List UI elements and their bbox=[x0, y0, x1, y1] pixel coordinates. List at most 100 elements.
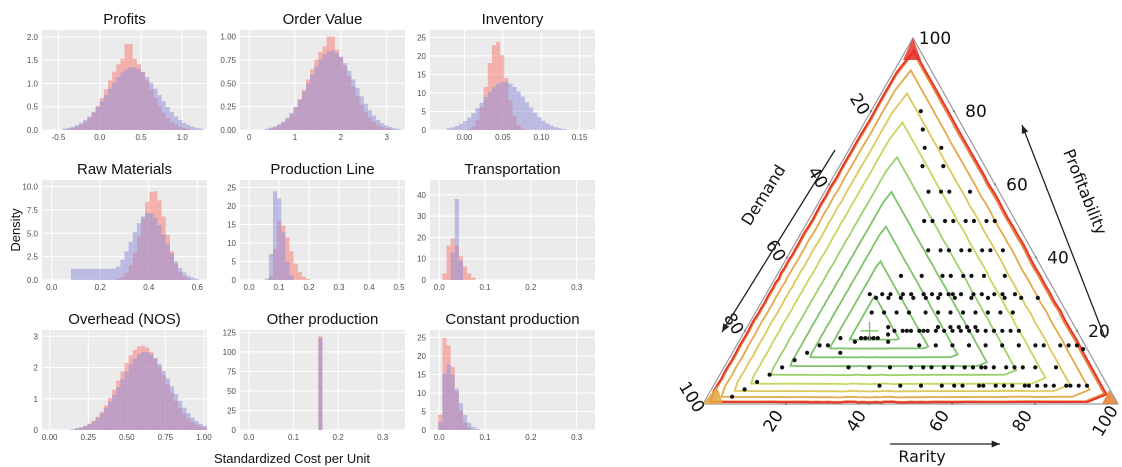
data-point bbox=[792, 358, 797, 363]
y-tick-label: 0.0 bbox=[27, 276, 39, 285]
data-point bbox=[985, 295, 991, 300]
x-tick-label: 0 bbox=[247, 133, 252, 142]
histogram-bar bbox=[529, 107, 534, 130]
histogram-bar bbox=[91, 112, 96, 130]
histogram-bar bbox=[491, 87, 496, 130]
data-point bbox=[817, 343, 822, 348]
data-point bbox=[904, 328, 910, 333]
data-point bbox=[875, 336, 880, 341]
histogram-bar bbox=[367, 110, 372, 130]
histogram-bar bbox=[108, 88, 113, 130]
profitability-tick-label: 100 bbox=[919, 29, 951, 49]
data-point bbox=[939, 145, 944, 150]
histogram-panel: 0.00 0.05 0.10 0.15 0 5 10 15 20 25 Inventory bbox=[417, 11, 595, 142]
histogram-bar bbox=[285, 261, 290, 280]
data-point bbox=[1004, 365, 1009, 370]
histogram-bar bbox=[285, 237, 290, 280]
data-point bbox=[852, 339, 858, 344]
histogram-bar bbox=[178, 401, 183, 430]
histogram-bar bbox=[396, 128, 401, 130]
data-point bbox=[917, 343, 922, 348]
histogram-bar bbox=[293, 263, 298, 280]
histogram-bar bbox=[471, 426, 476, 430]
histogram-bar bbox=[487, 91, 492, 130]
data-point bbox=[970, 365, 976, 370]
histogram-bar bbox=[99, 413, 104, 430]
y-tick-label: 30 bbox=[417, 212, 426, 221]
histogram-bar bbox=[446, 365, 451, 430]
histogram-bar bbox=[169, 386, 174, 430]
data-point bbox=[863, 336, 868, 341]
data-point bbox=[1001, 383, 1007, 388]
y-tick-label: 0.25 bbox=[220, 103, 236, 112]
x-tick-label: 1.00 bbox=[196, 433, 212, 442]
y-tick-label: 0.0 bbox=[27, 126, 39, 135]
histogram-bar bbox=[450, 127, 455, 130]
data-point bbox=[1041, 343, 1046, 348]
data-point bbox=[951, 218, 956, 224]
edge-tick bbox=[952, 110, 956, 113]
histogram-bar bbox=[178, 267, 183, 280]
y-tick-label: 2.0 bbox=[27, 33, 39, 42]
data-point bbox=[983, 343, 988, 348]
demand-arrow bbox=[721, 149, 836, 333]
histogram-bar bbox=[153, 217, 158, 280]
x-tick-label: 0.0 bbox=[434, 433, 446, 442]
data-point bbox=[958, 328, 963, 333]
corner-fill bbox=[1102, 390, 1118, 404]
corner-fill bbox=[703, 386, 723, 404]
x-tick-label: 1.0 bbox=[177, 133, 189, 142]
edge-tick bbox=[743, 329, 747, 332]
data-point bbox=[923, 310, 928, 315]
x-tick-label: 0.5 bbox=[135, 133, 147, 142]
data-point bbox=[930, 218, 935, 224]
data-point bbox=[911, 295, 916, 300]
data-point bbox=[922, 218, 927, 224]
data-point bbox=[922, 145, 927, 150]
data-point bbox=[730, 394, 735, 399]
data-point bbox=[1026, 383, 1031, 388]
data-point bbox=[1058, 343, 1063, 348]
data-point bbox=[926, 189, 931, 194]
y-tick-label: 25 bbox=[417, 33, 426, 42]
y-tick-label: 1.00 bbox=[220, 33, 236, 42]
histogram-bar bbox=[301, 276, 306, 280]
y-tick-label: 0.50 bbox=[220, 79, 236, 88]
data-point bbox=[886, 325, 891, 330]
data-point bbox=[882, 310, 887, 315]
histogram-bar bbox=[496, 83, 501, 130]
data-point bbox=[946, 292, 951, 297]
data-point bbox=[1035, 383, 1040, 388]
data-point bbox=[846, 365, 851, 370]
y-tick-label: 20 bbox=[227, 202, 236, 211]
y-tick-label: 7.5 bbox=[27, 206, 39, 215]
data-point bbox=[919, 273, 924, 278]
data-point bbox=[988, 248, 993, 253]
data-point bbox=[992, 292, 997, 297]
x-tick-label: 0.00 bbox=[457, 133, 473, 142]
data-point bbox=[941, 164, 946, 169]
histogram-bar bbox=[190, 126, 195, 130]
x-tick-label: 0.0 bbox=[434, 283, 446, 292]
histogram-bar bbox=[438, 414, 443, 430]
x-tick-label: 0.2 bbox=[525, 433, 537, 442]
histogram-panel: 0 1 2 3 0.00 0.25 0.50 0.75 1.00 Order Value bbox=[220, 11, 405, 142]
histogram-bar bbox=[186, 413, 191, 430]
histogram-bar bbox=[174, 394, 179, 430]
histogram-bar bbox=[504, 82, 509, 130]
data-point bbox=[767, 372, 772, 377]
data-point bbox=[838, 336, 843, 341]
data-point bbox=[1010, 383, 1015, 388]
histogram-bar bbox=[149, 82, 154, 130]
y-tick-label: 0.75 bbox=[220, 56, 236, 65]
histogram-bar bbox=[190, 277, 195, 280]
histogram-bar bbox=[471, 113, 476, 130]
profitability-tick-label: 60 bbox=[1006, 175, 1028, 195]
panel-title: Other production bbox=[267, 311, 379, 328]
histogram-bar bbox=[380, 123, 385, 130]
data-point bbox=[991, 365, 996, 370]
y-tick-label: 20 bbox=[417, 352, 426, 361]
profitability-tick-label: 20 bbox=[1088, 322, 1110, 342]
data-point bbox=[961, 273, 966, 278]
histogram-bar bbox=[169, 253, 174, 280]
